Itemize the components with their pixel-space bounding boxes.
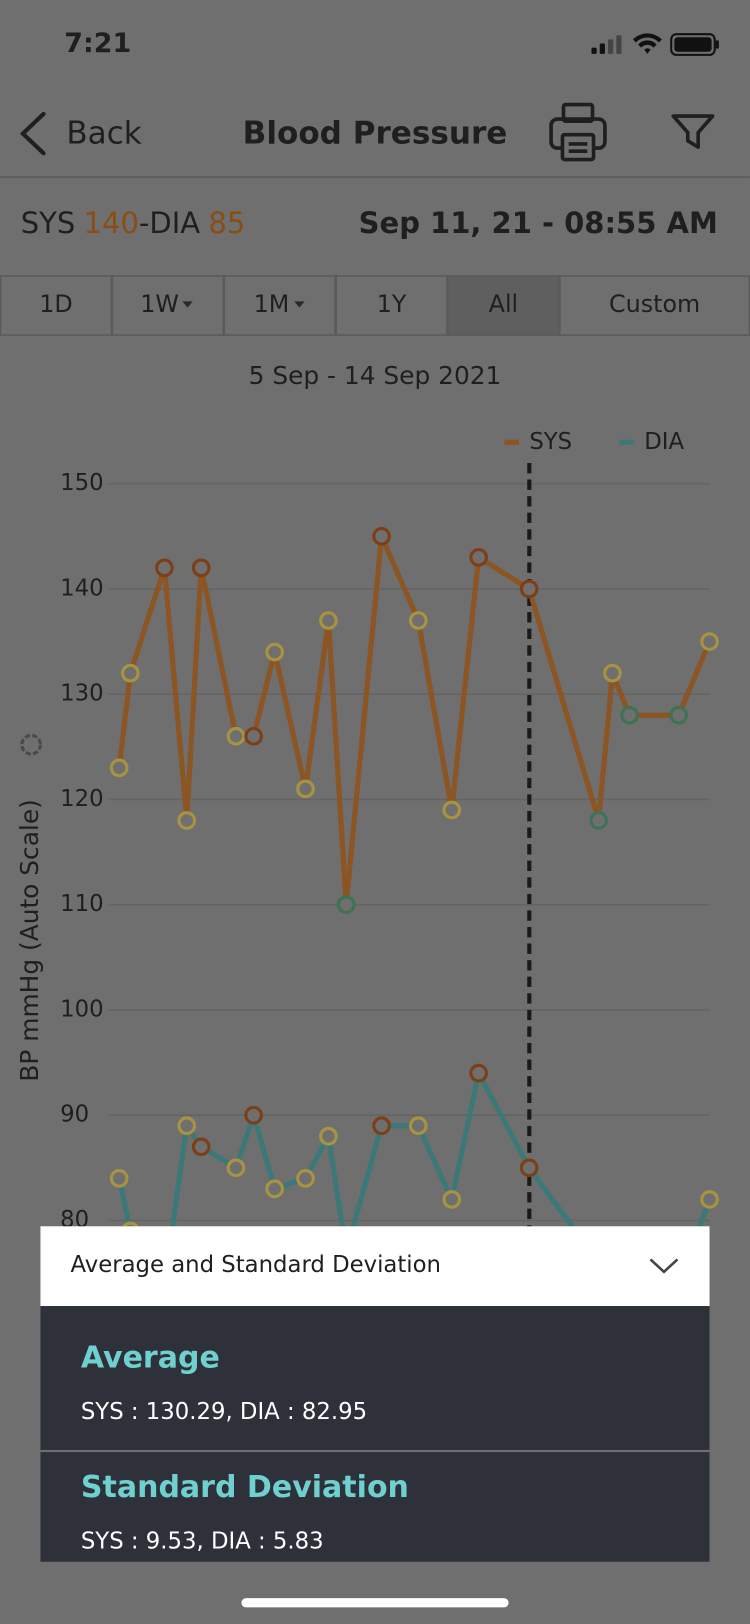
data-point[interactable] [319,1126,338,1146]
back-label[interactable]: Back [66,116,141,152]
data-point[interactable] [296,1169,315,1188]
status-icons [591,33,719,56]
data-point[interactable] [226,1158,246,1178]
legend-label[interactable]: DIA [644,429,684,455]
filter-button[interactable] [671,114,715,149]
data-point[interactable] [155,558,174,578]
data-point[interactable] [700,1190,719,1209]
y-tick-label: 130 [60,681,103,707]
y-tick-label: 140 [60,575,103,601]
y-tick-label: 150 [60,470,103,496]
tab-bar: 1D 1W 1M 1Y All Custom [0,275,750,336]
dia-label: -DIA [139,206,200,240]
section-heading: Average [81,1340,220,1375]
data-point[interactable] [603,663,622,683]
reading-datetime: Sep 11, 21 - 08:55 AM [359,206,718,240]
data-point[interactable] [121,663,140,683]
tab-label[interactable]: All [489,290,519,318]
tab[interactable] [223,275,336,336]
panel-section [40,1306,710,1450]
data-point[interactable] [191,1137,211,1157]
tab[interactable] [335,275,448,336]
data-point[interactable] [177,1116,197,1136]
data-point[interactable] [109,1169,129,1188]
data-point[interactable] [700,632,719,651]
data-point[interactable] [372,526,391,546]
data-point[interactable] [177,811,197,830]
data-point[interactable] [442,1190,462,1209]
stats-panel: Average and Standard Deviation Average S… [40,1226,710,1562]
data-point[interactable] [319,611,338,630]
data-point[interactable] [408,1116,428,1136]
chart-subtitle: 5 Sep - 14 Sep 2021 [249,361,502,390]
tab[interactable] [111,275,225,336]
panel-title[interactable]: Average and Standard Deviation [71,1252,442,1278]
data-point[interactable] [109,758,129,778]
section-heading: Standard Deviation [81,1470,409,1505]
data-point[interactable] [244,726,263,746]
panel-header[interactable] [40,1226,710,1307]
back-button[interactable]: Back [19,111,142,156]
data-point[interactable] [191,558,211,578]
y-tick-label: 120 [60,786,103,812]
y-tick-label: 90 [60,1102,89,1128]
data-point[interactable] [336,895,356,915]
tab[interactable] [447,275,560,336]
tab-label[interactable]: Custom [609,290,700,318]
panel-section [40,1452,710,1562]
section-text: SYS : 130.29, DIA : 82.95 [81,1399,367,1425]
data-point[interactable] [226,726,246,746]
data-point[interactable] [519,579,539,599]
data-point[interactable] [442,800,462,820]
data-point[interactable] [469,1063,488,1083]
sys-value: 140 [84,206,139,240]
dropdown-caret[interactable] [182,301,193,308]
sys-label: SYS [21,206,76,240]
chevron[interactable] [649,1258,679,1274]
legend-label[interactable]: SYS [529,429,572,455]
dropdown-caret[interactable] [294,301,305,308]
reading-summary: SYS 140-DIA 85 [21,206,246,240]
tab-label[interactable]: 1D [39,290,72,318]
data-point[interactable] [469,548,488,567]
data-point[interactable] [244,1105,263,1125]
tab-label[interactable]: 1Y [377,290,407,318]
tab-label[interactable]: 1W [140,290,179,318]
data-point[interactable] [265,1179,284,1199]
data-point[interactable] [265,642,284,662]
tab[interactable] [0,275,113,336]
nav-title: Blood Pressure [243,116,508,152]
data-point[interactable] [589,811,609,830]
section-text: SYS : 9.53, DIA : 5.83 [81,1529,324,1555]
data-point[interactable] [296,779,315,799]
status-time: 7:21 [64,28,131,59]
data-point[interactable] [669,705,689,725]
tab-label[interactable]: 1M [254,290,290,318]
tab[interactable] [559,275,750,336]
data-point[interactable] [408,611,428,630]
data-point[interactable] [620,705,639,725]
data-point[interactable] [519,1158,539,1178]
bottom-bar [0,1561,750,1624]
dia-value: 85 [208,206,245,240]
y-tick-label: 110 [60,891,103,917]
data-point[interactable] [372,1116,391,1136]
print-button[interactable] [549,102,607,162]
y-tick-label: 100 [60,996,103,1022]
settings-icon[interactable] [20,733,43,756]
y-axis-label: BP mmHg (Auto Scale) [15,799,44,1081]
home-indicator [241,1598,509,1608]
